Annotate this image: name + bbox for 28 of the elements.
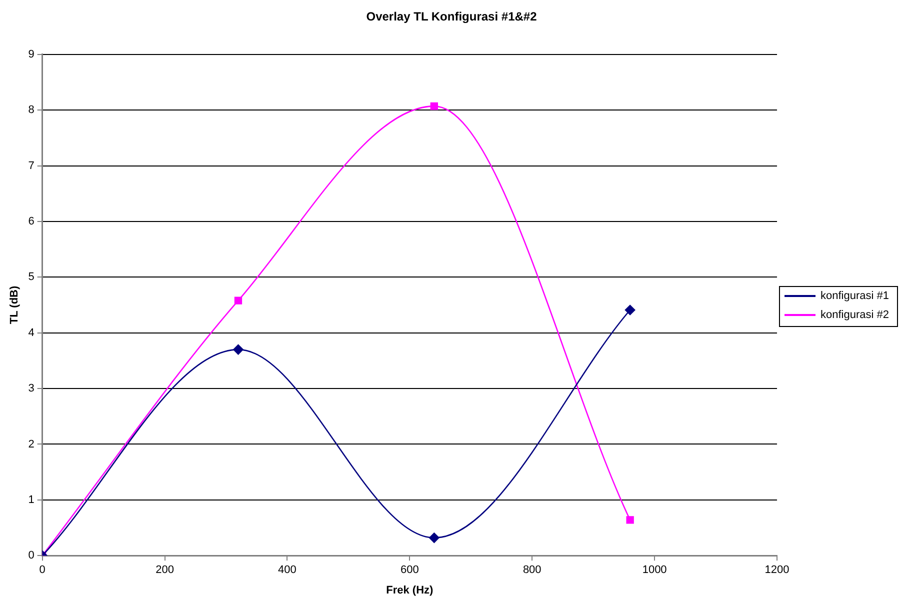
- y-tick-label: 4: [28, 326, 34, 339]
- y-tick-label: 3: [28, 382, 34, 395]
- point: [430, 102, 438, 110]
- point: [234, 296, 242, 304]
- y-tick-label: 5: [28, 271, 34, 284]
- x-tick-label: 800: [522, 564, 542, 576]
- x-tick-label: 600: [400, 564, 419, 576]
- y-tick-label: 0: [28, 550, 34, 562]
- y-tick-label: 2: [28, 438, 34, 450]
- point: [429, 532, 440, 543]
- x-axis-title: Frek (Hz): [386, 584, 434, 596]
- x-tick-label: 1000: [642, 564, 667, 576]
- x-tick-label: 1200: [764, 564, 790, 576]
- y-tick-label: 6: [28, 216, 34, 228]
- y-tick-label: 8: [28, 104, 34, 116]
- y-tick-label: 1: [28, 494, 34, 506]
- y-axis-title: TL (dB): [8, 286, 21, 324]
- point: [624, 304, 636, 316]
- y-tick-label: 7: [28, 160, 34, 172]
- point: [626, 516, 634, 524]
- legend-label: konfigurasi #2: [820, 309, 890, 322]
- chart-title: Overlay TL Konfigurasi #1&#2: [366, 10, 538, 24]
- y-tick-label: 9: [28, 48, 34, 60]
- legend-label: konfigurasi #1: [820, 290, 890, 302]
- x-tick-label: 0: [39, 564, 46, 576]
- x-tick-label: 400: [278, 564, 296, 576]
- x-tick-label: 200: [156, 564, 174, 576]
- point: [233, 344, 244, 355]
